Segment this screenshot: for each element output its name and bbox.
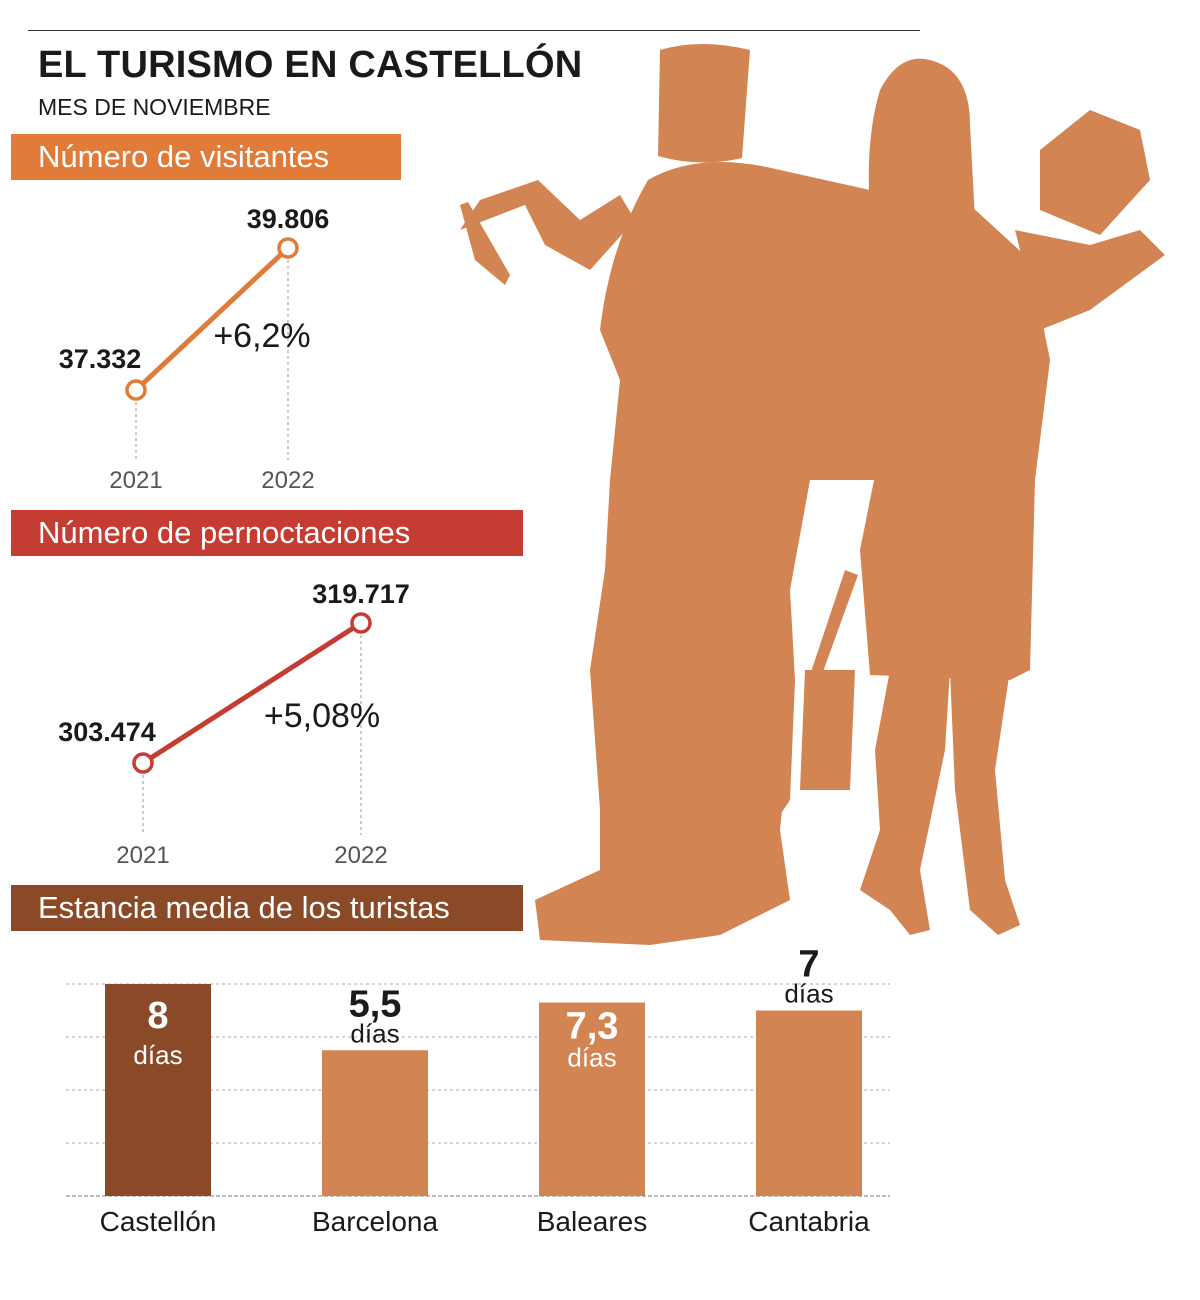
series-line bbox=[141, 620, 363, 766]
year-label: 2021 bbox=[109, 467, 162, 494]
page-subtitle: MES DE NOVIEMBRE bbox=[38, 94, 271, 120]
category-label: Baleares bbox=[537, 1206, 648, 1237]
top-rule bbox=[28, 30, 920, 31]
bar-value-label: 5,5 bbox=[349, 983, 402, 1025]
bar-value-label: 7,3 bbox=[566, 1006, 619, 1048]
category-label: Barcelona bbox=[312, 1206, 439, 1237]
year-label: 2022 bbox=[334, 842, 387, 869]
visitors-line-chart: 37.332 39.806 +6,2% 2021 2022 bbox=[59, 204, 330, 494]
value-label: 319.717 bbox=[312, 579, 410, 609]
year-label: 2022 bbox=[261, 467, 314, 494]
series-line bbox=[134, 246, 290, 392]
nights-header: Número de pernoctaciones bbox=[11, 510, 523, 556]
change-label: +6,2% bbox=[213, 317, 310, 355]
tourist-couple-silhouette-icon bbox=[460, 44, 1165, 945]
category-label: Castellón bbox=[100, 1206, 217, 1237]
data-point bbox=[350, 612, 372, 634]
value-label: 303.474 bbox=[58, 717, 156, 747]
data-point bbox=[132, 752, 154, 774]
year-label: 2021 bbox=[116, 842, 169, 869]
stay-header: Estancia media de los turistas bbox=[11, 885, 523, 931]
bar-unit-label: días bbox=[567, 1043, 616, 1073]
bar bbox=[322, 1050, 428, 1196]
data-point bbox=[277, 237, 299, 259]
bar bbox=[756, 1010, 862, 1196]
bar bbox=[105, 984, 211, 1196]
bar-unit-label: días bbox=[350, 1018, 399, 1048]
bar bbox=[539, 1002, 645, 1196]
data-point bbox=[125, 379, 147, 401]
value-label: 37.332 bbox=[59, 344, 142, 374]
category-label: Cantabria bbox=[748, 1206, 870, 1237]
visitors-header: Número de visitantes bbox=[11, 134, 401, 180]
nights-line-chart: 303.474 319.717 +5,08% 2021 2022 bbox=[58, 579, 410, 869]
stay-bar-chart: 8díasCastellón5,5díasBarcelona7,3díasBal… bbox=[66, 945, 890, 1237]
bar-unit-label: días bbox=[133, 1040, 182, 1070]
value-label: 39.806 bbox=[247, 204, 330, 234]
bar-unit-label: días bbox=[784, 979, 833, 1009]
bar-value-label: 7 bbox=[798, 945, 819, 986]
bar-value-label: 8 bbox=[147, 995, 168, 1037]
change-label: +5,08% bbox=[264, 697, 380, 735]
page-title: EL TURISMO EN CASTELLÓN bbox=[38, 44, 583, 86]
